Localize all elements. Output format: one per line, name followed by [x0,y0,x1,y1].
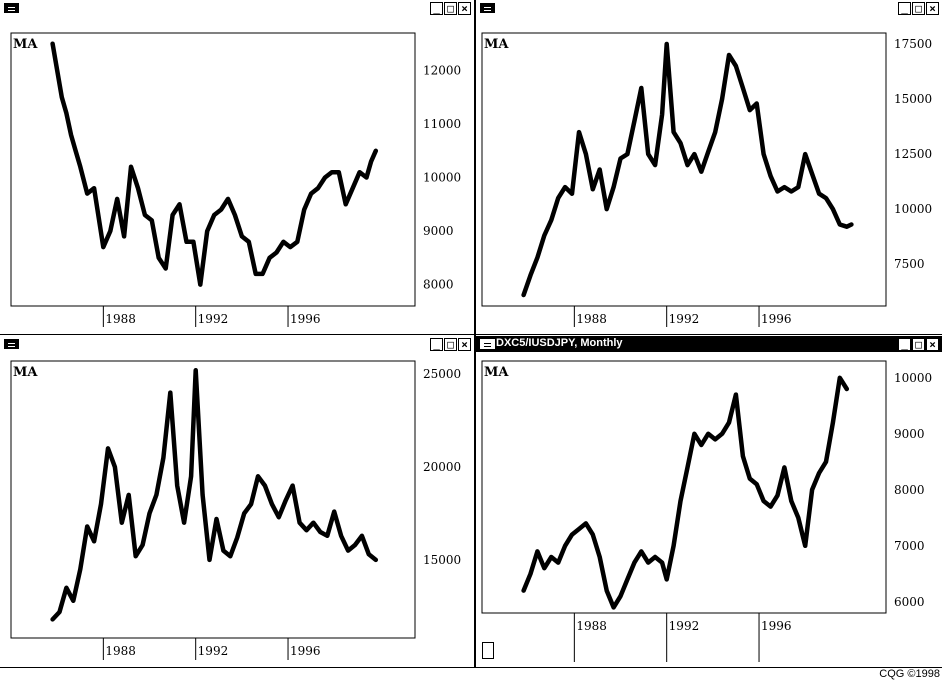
y-tick-label: 8000 [423,278,454,292]
plot-frame [10,32,416,307]
series-line [521,41,854,298]
line-chart: MA 7500 10000 12500 15000 17500 1988 1992 1996 [481,32,932,327]
window-controls: _ □ × [898,2,939,15]
system-menu-icon[interactable] [4,339,19,349]
x-tick-label: 1988 [105,312,136,326]
plot-frame [10,360,416,639]
maximize-button[interactable]: □ [444,338,457,351]
chart-window-top-left[interactable]: _ □ × MA 8000 9000 10000 11000 12000 1988 1992 1… [0,0,474,334]
y-tick-label: 20000 [423,460,461,474]
maximize-button[interactable]: □ [912,2,925,15]
system-menu-icon[interactable] [480,339,495,349]
y-tick-label: 15000 [423,553,461,567]
series-line [50,368,379,622]
indicator-label: MA [484,365,509,380]
minimize-button[interactable]: _ [898,338,911,351]
plot-frame [481,360,887,614]
copyright-footer: CQG ©1998 [879,668,940,680]
minimize-button[interactable]: _ [430,338,443,351]
x-tick-label: 1992 [669,312,700,326]
window-controls: _ □ × [430,2,471,15]
maximize-button[interactable]: □ [912,338,925,351]
x-tick-label: 1996 [290,312,321,326]
y-tick-label: 6000 [894,595,925,609]
chart-window-bottom-left[interactable]: _ □ × MA 15000 20000 25000 1988 1992 1996 [0,336,474,667]
x-tick-label: 1996 [290,644,321,658]
chart-window-top-right[interactable]: _ □ × MA 7500 10000 12500 15000 17500 1988 1992… [476,0,942,334]
window-titlebar[interactable]: _ □ × [476,0,942,16]
chart-window-bottom-right[interactable]: DXC5/IUSDJPY, Monthly _ □ × MA 6000 7000 80… [476,336,942,667]
minimize-button[interactable]: _ [898,2,911,15]
y-tick-label: 11000 [423,117,461,131]
series-line [521,375,850,610]
x-tick-label: 1992 [198,312,229,326]
vertical-divider [474,0,476,668]
close-button[interactable]: × [458,2,471,15]
system-menu-icon[interactable] [4,3,19,13]
status-box[interactable] [482,642,494,659]
y-tick-label: 15000 [894,92,932,106]
window-title: DXC5/IUSDJPY, Monthly [496,337,623,349]
y-tick-label: 7500 [894,257,925,271]
line-chart: MA 15000 20000 25000 1988 1992 1996 [10,360,461,660]
bottom-divider [0,667,942,668]
y-tick-label: 12500 [894,147,932,161]
indicator-label: MA [484,37,509,52]
line-chart: MA 8000 9000 10000 11000 12000 1988 1992 1996 [10,32,461,327]
y-tick-label: 8000 [894,483,925,497]
y-tick-label: 10000 [423,171,461,185]
indicator-label: MA [13,365,38,380]
close-button[interactable]: × [926,338,939,351]
line-chart: MA 6000 7000 8000 9000 10000 1988 1992 1996 [481,360,932,662]
x-tick-label: 1988 [576,619,607,633]
y-tick-label: 25000 [423,367,461,381]
window-titlebar[interactable]: _ □ × [0,336,474,352]
x-tick-label: 1996 [761,312,792,326]
y-tick-label: 9000 [423,224,454,238]
system-menu-icon[interactable] [480,3,495,13]
close-button[interactable]: × [926,2,939,15]
x-tick-label: 1992 [669,619,700,633]
x-tick-label: 1988 [576,312,607,326]
minimize-button[interactable]: _ [430,2,443,15]
plot-frame [481,32,887,307]
series-line [50,41,379,287]
y-tick-label: 9000 [894,427,925,441]
horizontal-divider-right [476,334,942,335]
y-tick-label: 12000 [423,63,461,77]
y-tick-label: 10000 [894,202,932,216]
maximize-button[interactable]: □ [444,2,457,15]
y-tick-label: 7000 [894,539,925,553]
window-controls: _ □ × [898,338,939,351]
window-titlebar[interactable]: _ □ × [0,0,474,16]
window-titlebar[interactable]: DXC5/IUSDJPY, Monthly _ □ × [476,336,942,352]
horizontal-divider-left [0,334,474,335]
x-tick-label: 1996 [761,619,792,633]
window-controls: _ □ × [430,338,471,351]
close-button[interactable]: × [458,338,471,351]
y-tick-label: 17500 [894,37,932,51]
y-tick-label: 10000 [894,371,932,385]
x-tick-label: 1988 [105,644,136,658]
indicator-label: MA [13,37,38,52]
x-tick-label: 1992 [198,644,229,658]
